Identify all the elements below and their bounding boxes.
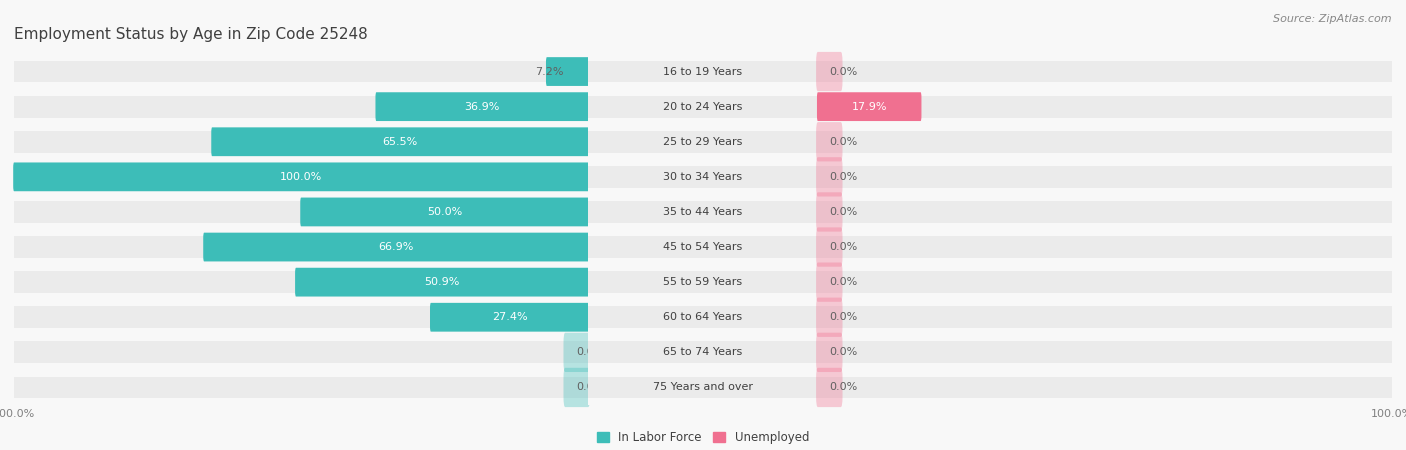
FancyBboxPatch shape (818, 201, 1392, 223)
FancyBboxPatch shape (588, 377, 818, 398)
FancyBboxPatch shape (818, 342, 1392, 363)
FancyBboxPatch shape (588, 61, 818, 82)
Text: 66.9%: 66.9% (378, 242, 413, 252)
Text: 0.0%: 0.0% (830, 277, 858, 287)
FancyBboxPatch shape (14, 131, 588, 153)
Text: 0.0%: 0.0% (576, 382, 605, 392)
FancyBboxPatch shape (815, 262, 842, 302)
FancyBboxPatch shape (14, 166, 588, 188)
FancyBboxPatch shape (211, 127, 589, 156)
Text: 16 to 19 Years: 16 to 19 Years (664, 67, 742, 76)
FancyBboxPatch shape (588, 131, 818, 153)
FancyBboxPatch shape (815, 368, 842, 407)
FancyBboxPatch shape (815, 192, 842, 232)
FancyBboxPatch shape (588, 201, 818, 223)
FancyBboxPatch shape (818, 271, 1392, 293)
FancyBboxPatch shape (818, 61, 1392, 82)
FancyBboxPatch shape (815, 122, 842, 162)
FancyBboxPatch shape (204, 233, 589, 261)
Text: 0.0%: 0.0% (830, 172, 858, 182)
Text: 0.0%: 0.0% (830, 242, 858, 252)
FancyBboxPatch shape (818, 306, 1392, 328)
FancyBboxPatch shape (14, 236, 588, 258)
FancyBboxPatch shape (14, 61, 588, 82)
Text: 20 to 24 Years: 20 to 24 Years (664, 102, 742, 112)
FancyBboxPatch shape (588, 271, 818, 293)
FancyBboxPatch shape (818, 236, 1392, 258)
FancyBboxPatch shape (14, 96, 588, 117)
FancyBboxPatch shape (14, 201, 588, 223)
Text: 17.9%: 17.9% (852, 102, 887, 112)
FancyBboxPatch shape (817, 92, 921, 121)
Text: 27.4%: 27.4% (492, 312, 527, 322)
Text: 50.9%: 50.9% (425, 277, 460, 287)
FancyBboxPatch shape (588, 236, 818, 258)
FancyBboxPatch shape (546, 57, 589, 86)
Text: Employment Status by Age in Zip Code 25248: Employment Status by Age in Zip Code 252… (14, 27, 368, 42)
Text: 0.0%: 0.0% (830, 382, 858, 392)
Text: Source: ZipAtlas.com: Source: ZipAtlas.com (1274, 14, 1392, 23)
FancyBboxPatch shape (564, 368, 591, 407)
Text: 35 to 44 Years: 35 to 44 Years (664, 207, 742, 217)
Text: 0.0%: 0.0% (576, 347, 605, 357)
Text: 100.0%: 100.0% (280, 172, 322, 182)
Text: 50.0%: 50.0% (427, 207, 463, 217)
FancyBboxPatch shape (818, 96, 1392, 117)
FancyBboxPatch shape (815, 333, 842, 372)
FancyBboxPatch shape (818, 166, 1392, 188)
Text: 75 Years and over: 75 Years and over (652, 382, 754, 392)
Text: 60 to 64 Years: 60 to 64 Years (664, 312, 742, 322)
Text: 65.5%: 65.5% (382, 137, 418, 147)
Text: 7.2%: 7.2% (536, 67, 564, 76)
FancyBboxPatch shape (375, 92, 589, 121)
FancyBboxPatch shape (14, 306, 588, 328)
FancyBboxPatch shape (815, 297, 842, 337)
Text: 0.0%: 0.0% (830, 137, 858, 147)
FancyBboxPatch shape (588, 96, 818, 117)
Legend: In Labor Force, Unemployed: In Labor Force, Unemployed (598, 431, 808, 444)
Text: 0.0%: 0.0% (830, 347, 858, 357)
FancyBboxPatch shape (430, 303, 589, 332)
Text: 0.0%: 0.0% (830, 67, 858, 76)
FancyBboxPatch shape (588, 166, 818, 188)
FancyBboxPatch shape (564, 333, 591, 372)
Text: 36.9%: 36.9% (464, 102, 501, 112)
FancyBboxPatch shape (815, 227, 842, 267)
Text: 30 to 34 Years: 30 to 34 Years (664, 172, 742, 182)
Text: 0.0%: 0.0% (830, 207, 858, 217)
Text: 65 to 74 Years: 65 to 74 Years (664, 347, 742, 357)
FancyBboxPatch shape (815, 52, 842, 91)
FancyBboxPatch shape (14, 271, 588, 293)
Text: 45 to 54 Years: 45 to 54 Years (664, 242, 742, 252)
FancyBboxPatch shape (588, 342, 818, 363)
FancyBboxPatch shape (818, 131, 1392, 153)
FancyBboxPatch shape (588, 306, 818, 328)
FancyBboxPatch shape (14, 377, 588, 398)
Text: 25 to 29 Years: 25 to 29 Years (664, 137, 742, 147)
FancyBboxPatch shape (295, 268, 589, 297)
FancyBboxPatch shape (301, 198, 589, 226)
Text: 0.0%: 0.0% (830, 312, 858, 322)
FancyBboxPatch shape (13, 162, 589, 191)
FancyBboxPatch shape (815, 157, 842, 197)
FancyBboxPatch shape (818, 377, 1392, 398)
Text: 55 to 59 Years: 55 to 59 Years (664, 277, 742, 287)
FancyBboxPatch shape (14, 342, 588, 363)
